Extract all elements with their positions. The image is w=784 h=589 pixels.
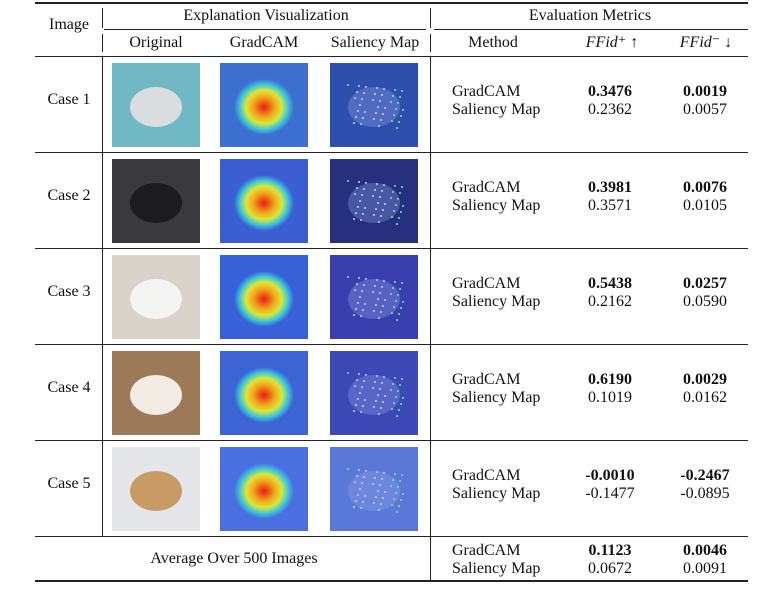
method-name: Saliency Map [452, 485, 541, 502]
method-name: GradCAM [452, 179, 521, 196]
ffid-minus-value: 0.0105 [683, 197, 727, 214]
ffid-plus-value: 0.3571 [588, 197, 632, 214]
ffid-plus-value: 0.3476 [588, 83, 632, 100]
header-original: Original [129, 34, 183, 51]
case-label: Case 5 [47, 475, 91, 492]
ffid-plus-value: 0.6190 [588, 371, 632, 388]
ffid-plus-value: -0.1477 [585, 485, 635, 502]
average-gradcam-ffid-minus: 0.0046 [683, 542, 727, 559]
case-label: Case 3 [47, 283, 91, 300]
method-name: Saliency Map [452, 389, 541, 406]
metrics-subrule [434, 29, 748, 30]
header-method: Method [468, 34, 518, 51]
average-gradcam-ffid-plus: 0.1123 [588, 542, 632, 559]
ffid-minus-value: 0.0590 [683, 293, 727, 310]
method-name: Saliency Map [452, 293, 541, 310]
average-method-gradcam: GradCAM [452, 542, 521, 559]
average-label: Average Over 500 Images [150, 550, 318, 567]
vrule-image-body [102, 57, 103, 537]
row-rule-1 [35, 152, 748, 153]
case-label: Case 1 [47, 91, 91, 108]
gradcam-image [220, 159, 308, 243]
vrule-image-2 [102, 34, 103, 52]
bottom-rule [35, 580, 748, 582]
row-rule-5 [35, 536, 748, 537]
average-saliency-ffid-plus: 0.0672 [588, 560, 632, 577]
average-saliency-ffid-minus: 0.0091 [683, 560, 727, 577]
header-explanation-visualization: Explanation Visualization [183, 7, 349, 24]
row-rule-3 [35, 344, 748, 345]
gradcam-image [220, 447, 308, 531]
ffid-minus-value: 0.0076 [683, 179, 727, 196]
ffid-plus-value: -0.0010 [585, 467, 635, 484]
saliency-image [330, 159, 418, 243]
header-evaluation-metrics: Evaluation Metrics [528, 7, 652, 24]
ffid-minus-value: -0.0895 [680, 485, 730, 502]
ffid-plus-value: 0.3981 [588, 179, 632, 196]
ffid-plus-value: 0.1019 [588, 389, 632, 406]
method-name: GradCAM [452, 371, 521, 388]
explanation-subrule [104, 29, 426, 30]
original-image [112, 447, 200, 531]
ffid-plus-value: 0.2362 [588, 101, 632, 118]
method-name: GradCAM [452, 275, 521, 292]
case-label: Case 4 [47, 379, 91, 396]
gradcam-image [220, 351, 308, 435]
header-rule [35, 56, 748, 57]
average-method-saliency: Saliency Map [452, 560, 541, 577]
ffid-minus-value: 0.0029 [683, 371, 727, 388]
header-image: Image [49, 16, 89, 33]
method-name: Saliency Map [452, 197, 541, 214]
header-gradcam: GradCAM [229, 34, 299, 51]
saliency-image [330, 447, 418, 531]
saliency-image [330, 63, 418, 147]
header-saliency-map: Saliency Map [330, 34, 420, 51]
vrule-metrics-body [430, 57, 431, 581]
method-name: GradCAM [452, 467, 521, 484]
vrule-image [102, 8, 103, 28]
row-rule-2 [35, 248, 748, 249]
header-ffid-plus: FFid⁺ ↑ [585, 34, 639, 51]
original-image [112, 159, 200, 243]
ffid-minus-value: 0.0162 [683, 389, 727, 406]
original-image [112, 63, 200, 147]
header-ffid-minus: FFid⁻ ↓ [679, 34, 733, 51]
vrule-metrics [430, 8, 431, 28]
original-image [112, 255, 200, 339]
ffid-plus-value: 0.5438 [588, 275, 632, 292]
method-name: GradCAM [452, 83, 521, 100]
saliency-image [330, 351, 418, 435]
ffid-minus-value: 0.0019 [683, 83, 727, 100]
ffid-minus-value: -0.2467 [680, 467, 730, 484]
method-name: Saliency Map [452, 101, 541, 118]
ffid-plus-value: 0.2162 [588, 293, 632, 310]
case-label: Case 2 [47, 187, 91, 204]
ffid-minus-value: 0.0057 [683, 101, 727, 118]
gradcam-image [220, 255, 308, 339]
ffid-minus-value: 0.0257 [683, 275, 727, 292]
top-rule [35, 2, 748, 4]
original-image [112, 351, 200, 435]
gradcam-image [220, 63, 308, 147]
row-rule-4 [35, 440, 748, 441]
vrule-metrics-2 [430, 34, 431, 52]
saliency-image [330, 255, 418, 339]
